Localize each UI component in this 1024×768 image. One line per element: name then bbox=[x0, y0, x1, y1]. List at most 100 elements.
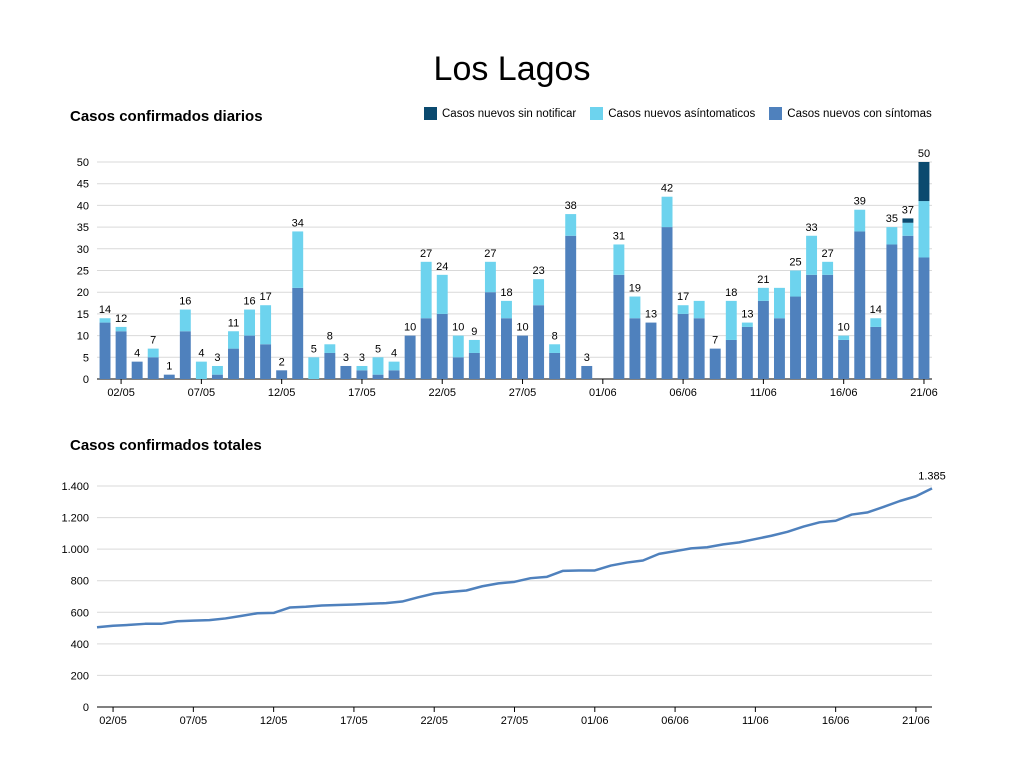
daily-bar-total-label: 3 bbox=[214, 352, 220, 364]
daily-bar-segment bbox=[822, 261, 834, 275]
daily-y-tick-label: 5 bbox=[83, 352, 89, 364]
daily-bar-segment bbox=[565, 235, 577, 379]
daily-bar-segment bbox=[533, 279, 545, 306]
daily-bar-segment bbox=[806, 274, 818, 379]
daily-bar-segment bbox=[308, 357, 320, 379]
daily-bar-segment bbox=[838, 339, 850, 379]
daily-bar-segment bbox=[677, 305, 689, 314]
total-end-label: 1.385 bbox=[918, 470, 946, 482]
daily-bar-total-label: 7 bbox=[712, 335, 718, 347]
daily-y-tick-label: 15 bbox=[77, 309, 89, 321]
daily-x-tick-label: 11/06 bbox=[750, 387, 777, 399]
daily-bar-total-label: 23 bbox=[532, 265, 544, 277]
total-x-tick-label: 12/05 bbox=[260, 715, 288, 727]
daily-bar-total-label: 37 bbox=[902, 204, 914, 216]
daily-bar-total-label: 4 bbox=[198, 348, 204, 360]
daily-chart-title: Casos confirmados diarios bbox=[70, 108, 263, 125]
daily-bar-segment bbox=[725, 339, 737, 379]
daily-bar-segment bbox=[838, 335, 850, 340]
daily-bar-total-label: 11 bbox=[228, 317, 239, 329]
total-x-tick-label: 21/06 bbox=[902, 715, 930, 727]
total-x-tick-label: 07/05 bbox=[180, 715, 208, 727]
daily-bar-total-label: 1 bbox=[166, 361, 172, 373]
daily-bar-total-label: 18 bbox=[725, 287, 737, 299]
total-y-tick-label: 1.200 bbox=[61, 513, 89, 525]
daily-bar-total-label: 10 bbox=[452, 322, 464, 334]
daily-bar-segment bbox=[517, 335, 528, 379]
daily-bar-segment bbox=[773, 318, 785, 379]
daily-bar-segment bbox=[902, 222, 914, 236]
daily-bar-total-label: 2 bbox=[279, 356, 285, 368]
daily-bar-total-label: 24 bbox=[436, 261, 448, 273]
daily-bar-total-label: 3 bbox=[359, 352, 365, 364]
daily-bar-segment bbox=[452, 335, 464, 358]
daily-bar-segment bbox=[918, 201, 930, 258]
daily-x-tick-label: 06/06 bbox=[669, 387, 697, 399]
daily-bar-segment bbox=[549, 344, 561, 353]
daily-bar-segment bbox=[468, 339, 480, 353]
total-x-tick-label: 02/05 bbox=[99, 715, 127, 727]
daily-x-tick-label: 12/05 bbox=[268, 387, 296, 399]
daily-bar-segment bbox=[629, 318, 641, 379]
daily-bar-segment bbox=[260, 305, 272, 345]
daily-bar-segment bbox=[757, 287, 769, 301]
legend-label-asintomaticos: Casos nuevos asíntomaticos bbox=[608, 107, 756, 120]
daily-bar-segment bbox=[195, 361, 207, 379]
daily-bar-total-label: 5 bbox=[311, 343, 317, 355]
chart-legend: Casos nuevos sin notificar Casos nuevos … bbox=[424, 107, 932, 120]
legend-item-sin-notificar: Casos nuevos sin notificar bbox=[424, 107, 576, 120]
daily-bar-segment bbox=[581, 365, 593, 379]
daily-bar-segment bbox=[276, 370, 288, 379]
daily-bar-segment bbox=[388, 361, 400, 371]
daily-bar-segment bbox=[854, 231, 866, 379]
daily-bar-segment bbox=[436, 274, 448, 314]
daily-bar-segment bbox=[420, 318, 432, 379]
daily-bar-segment bbox=[228, 331, 239, 349]
daily-x-tick-label: 27/05 bbox=[509, 387, 537, 399]
legend-swatch-sintomas bbox=[769, 107, 783, 120]
daily-bar-segment bbox=[725, 300, 737, 340]
daily-bar-segment bbox=[163, 374, 175, 379]
daily-bar-segment bbox=[790, 270, 801, 297]
daily-bar-segment bbox=[886, 244, 898, 379]
daily-bar-segment bbox=[211, 365, 223, 375]
daily-bar-total-label: 4 bbox=[391, 348, 397, 360]
daily-bar-segment bbox=[228, 348, 239, 379]
daily-bar-segment bbox=[115, 331, 127, 379]
daily-bar-segment bbox=[131, 361, 143, 379]
daily-bar-total-label: 3 bbox=[343, 352, 349, 364]
daily-bar-segment bbox=[356, 370, 368, 379]
daily-bar-total-label: 8 bbox=[327, 330, 333, 342]
daily-bar-segment bbox=[902, 235, 914, 379]
daily-y-tick-label: 10 bbox=[77, 331, 89, 343]
daily-x-tick-label: 22/05 bbox=[428, 387, 456, 399]
daily-bar-total-label: 10 bbox=[404, 322, 416, 334]
daily-bar-total-label: 4 bbox=[134, 348, 140, 360]
daily-bar-total-label: 34 bbox=[292, 217, 304, 229]
daily-bar-segment bbox=[677, 313, 689, 379]
total-x-tick-label: 06/06 bbox=[661, 715, 689, 727]
daily-bar-segment bbox=[147, 357, 159, 379]
total-x-tick-label: 01/06 bbox=[581, 715, 609, 727]
legend-item-sintomas: Casos nuevos con síntomas bbox=[769, 107, 932, 120]
daily-bar-total-label: 38 bbox=[565, 200, 577, 212]
daily-bar-segment bbox=[822, 274, 834, 379]
legend-label-sintomas: Casos nuevos con síntomas bbox=[787, 107, 932, 120]
total-cases-line bbox=[96, 487, 933, 629]
daily-x-tick-label: 16/06 bbox=[830, 387, 858, 399]
daily-bar-segment bbox=[260, 344, 272, 379]
daily-bar-total-label: 16 bbox=[179, 296, 191, 308]
total-y-tick-label: 400 bbox=[71, 639, 89, 651]
daily-bar-segment bbox=[629, 296, 641, 319]
daily-bar-segment bbox=[661, 196, 673, 228]
daily-bar-total-label: 14 bbox=[870, 304, 882, 316]
total-x-tick-label: 11/06 bbox=[742, 715, 769, 727]
daily-bar-segment bbox=[420, 261, 432, 319]
daily-bar-segment bbox=[292, 231, 304, 288]
daily-bar-segment bbox=[757, 300, 769, 379]
daily-bar-segment bbox=[501, 318, 512, 379]
daily-x-tick-label: 07/05 bbox=[188, 387, 216, 399]
daily-bar-segment bbox=[741, 326, 753, 379]
daily-y-tick-label: 40 bbox=[77, 200, 89, 212]
